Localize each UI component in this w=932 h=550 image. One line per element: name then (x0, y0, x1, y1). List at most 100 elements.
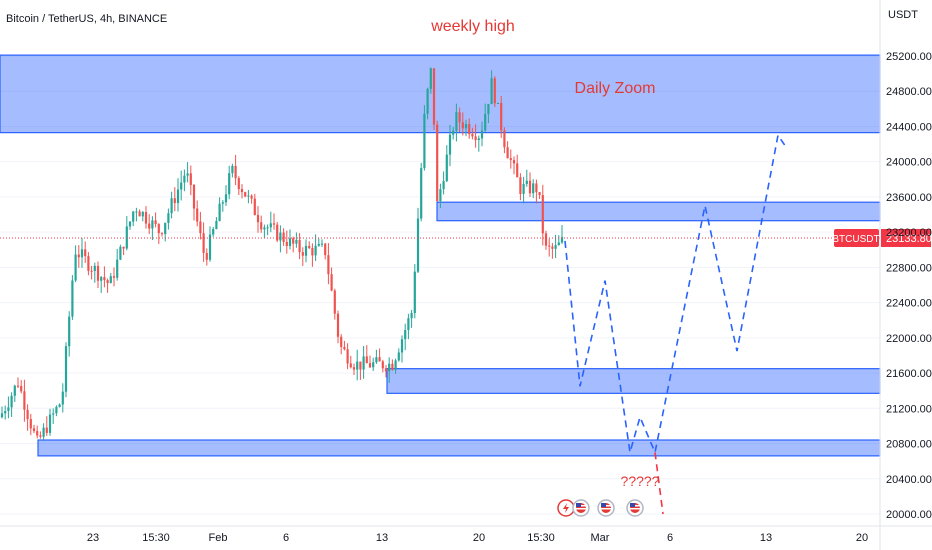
flag-stripe (630, 508, 640, 510)
candle-body (36, 431, 39, 436)
events-layer[interactable] (557, 499, 644, 517)
candle-body (122, 246, 125, 249)
y-tick-label: 24400.00 (886, 121, 932, 133)
symbol-title: Bitcoin / TetherUS, 4h, BINANCE (6, 13, 167, 25)
candle-body (32, 428, 36, 432)
candle-body (324, 243, 327, 256)
candle-body (480, 130, 484, 139)
y-tick-label: 22400.00 (886, 298, 932, 310)
y-tick-label: 21200.00 (886, 403, 932, 415)
demand-supply-zone[interactable] (0, 54, 881, 134)
candle-body (119, 246, 122, 260)
y-tick-label: 21600.00 (886, 368, 932, 380)
candle-body (208, 234, 212, 260)
candle-body (496, 102, 500, 104)
candle-body (381, 361, 384, 369)
candle-body (336, 313, 340, 337)
candle-body (330, 274, 333, 291)
price-axis[interactable]: 20000.00 20400.00 20800.00 21200.00 21600.00… (879, 0, 932, 550)
candle-body (522, 184, 525, 194)
candle-body (26, 409, 29, 420)
candle-body (215, 220, 218, 230)
candle-body (7, 407, 10, 411)
flag-stripe (576, 508, 586, 510)
candle-body (199, 221, 202, 234)
us-flag-icon[interactable] (626, 499, 644, 517)
candle-body (365, 356, 368, 364)
candle-body (541, 195, 544, 234)
candle-body (196, 208, 199, 222)
candle-body (448, 134, 452, 155)
candle-body (551, 246, 554, 249)
candle-body (128, 221, 132, 227)
candle-body (429, 68, 432, 89)
time-axis[interactable]: 23 15:30 Feb 6 13 20 15:30 Mar 6 13 20 (0, 525, 932, 544)
us-flag-icon[interactable] (572, 499, 590, 517)
candle-body (224, 194, 228, 203)
candle-body (525, 180, 528, 185)
demand-supply-zone[interactable] (436, 201, 881, 222)
candle-body (301, 252, 304, 256)
candle-body (461, 122, 464, 129)
candle-body (96, 265, 100, 281)
candle-body (372, 362, 375, 368)
demand-supply-zone[interactable] (386, 368, 881, 394)
candle-body (164, 222, 167, 235)
candle-body (170, 198, 173, 214)
symbol-tag: BTCUSDT (832, 234, 879, 245)
candle-body (231, 165, 234, 174)
candle-body (391, 363, 394, 370)
candle-body (378, 357, 381, 362)
candle-body (135, 211, 138, 213)
candle-body (218, 203, 221, 221)
candle-body (308, 245, 311, 249)
candle-body (493, 78, 496, 104)
candle-body (474, 136, 477, 141)
lightning-icon[interactable] (557, 499, 575, 517)
annotation-text: weekly high (430, 18, 515, 35)
candle-body (45, 427, 48, 433)
y-tick-label: 24800.00 (886, 86, 932, 98)
candle-body (244, 192, 247, 197)
candle-body (407, 318, 410, 331)
candle-body (282, 232, 285, 242)
candle-body (288, 238, 292, 246)
candle-body (506, 147, 509, 159)
candle-body (397, 352, 400, 361)
candle-body (237, 178, 240, 190)
candle-body (413, 271, 416, 314)
candle-body (192, 184, 196, 209)
candle-body (516, 163, 519, 178)
candle-body (557, 242, 560, 246)
us-flag-icon[interactable] (597, 499, 615, 517)
price-tag-label: 23133.80 (886, 233, 932, 245)
candle-body (432, 68, 436, 125)
demand-supply-zone[interactable] (37, 439, 881, 457)
candle-body (436, 124, 439, 202)
candle-body (144, 212, 148, 224)
candle-body (132, 211, 135, 222)
candle-body (400, 339, 404, 353)
candle-body (404, 330, 407, 340)
candle-body (151, 220, 154, 229)
candle-body (298, 239, 301, 253)
candle-body (160, 233, 164, 235)
candle-body (394, 360, 397, 370)
candle-body (90, 270, 93, 272)
zones-layer (0, 54, 881, 457)
candle-body (240, 189, 244, 193)
candle-body (509, 158, 512, 161)
y-tick-label: 23600.00 (886, 192, 932, 204)
candle-body (39, 435, 42, 437)
candle-body (548, 245, 551, 247)
candle-body (487, 104, 490, 115)
candle-body (544, 233, 548, 246)
candle-body (256, 215, 260, 223)
annotation-text: ????? (621, 473, 660, 489)
annotation-text: Daily Zoom (575, 80, 656, 97)
x-tick-label: Feb (209, 532, 228, 544)
flag-canton (576, 503, 581, 507)
candle-body (269, 223, 272, 228)
